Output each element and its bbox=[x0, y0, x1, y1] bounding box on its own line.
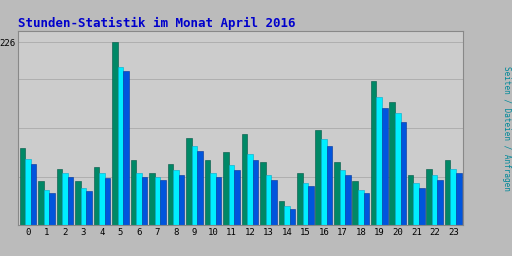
Bar bbox=[266, 175, 271, 225]
Bar bbox=[390, 102, 395, 225]
Bar bbox=[210, 173, 216, 225]
Bar bbox=[358, 190, 364, 225]
Bar bbox=[31, 164, 36, 225]
Bar bbox=[173, 170, 179, 225]
Bar bbox=[327, 146, 332, 225]
Bar bbox=[376, 97, 382, 225]
Bar bbox=[142, 177, 147, 225]
Bar bbox=[112, 42, 118, 225]
Bar bbox=[216, 177, 221, 225]
Bar bbox=[155, 177, 160, 225]
Bar bbox=[432, 175, 437, 225]
Bar bbox=[136, 173, 142, 225]
Bar bbox=[99, 173, 105, 225]
Bar bbox=[105, 178, 110, 225]
Bar bbox=[252, 161, 258, 225]
Bar bbox=[75, 181, 81, 225]
Bar bbox=[456, 173, 461, 225]
Bar bbox=[131, 161, 136, 225]
Bar bbox=[25, 159, 31, 225]
Bar bbox=[57, 168, 62, 225]
Bar bbox=[284, 206, 290, 225]
Bar bbox=[419, 188, 424, 225]
Bar bbox=[445, 161, 451, 225]
Bar bbox=[44, 190, 49, 225]
Bar bbox=[38, 181, 44, 225]
Bar bbox=[191, 146, 197, 225]
Bar bbox=[94, 167, 99, 225]
Bar bbox=[179, 175, 184, 225]
Bar bbox=[352, 181, 358, 225]
Bar bbox=[123, 71, 129, 225]
Bar bbox=[437, 180, 443, 225]
Bar bbox=[408, 175, 414, 225]
Bar bbox=[334, 162, 339, 225]
Bar bbox=[234, 170, 240, 225]
Bar bbox=[382, 108, 388, 225]
Bar bbox=[229, 165, 234, 225]
Bar bbox=[426, 168, 432, 225]
Bar bbox=[247, 154, 252, 225]
Bar bbox=[223, 152, 229, 225]
Bar bbox=[68, 177, 73, 225]
Bar bbox=[271, 180, 276, 225]
Bar bbox=[339, 170, 345, 225]
Bar bbox=[279, 201, 284, 225]
Bar bbox=[242, 134, 247, 225]
Bar bbox=[451, 168, 456, 225]
Bar bbox=[290, 209, 295, 225]
Bar bbox=[197, 151, 203, 225]
Bar bbox=[160, 180, 166, 225]
Text: Stunden-Statistik im Monat April 2016: Stunden-Statistik im Monat April 2016 bbox=[18, 16, 295, 29]
Bar bbox=[167, 164, 173, 225]
Bar bbox=[186, 138, 191, 225]
Bar bbox=[118, 67, 123, 225]
Text: Seiten / Dateien / Anfragen: Seiten / Dateien / Anfragen bbox=[502, 66, 511, 190]
Bar bbox=[308, 186, 314, 225]
Bar bbox=[62, 173, 68, 225]
Bar bbox=[321, 139, 327, 225]
Bar bbox=[345, 175, 351, 225]
Bar bbox=[364, 193, 369, 225]
Bar bbox=[87, 191, 92, 225]
Bar bbox=[414, 183, 419, 225]
Bar bbox=[49, 193, 55, 225]
Bar bbox=[81, 188, 87, 225]
Bar bbox=[260, 162, 266, 225]
Bar bbox=[371, 81, 376, 225]
Bar bbox=[297, 173, 303, 225]
Bar bbox=[303, 183, 308, 225]
Bar bbox=[315, 130, 321, 225]
Bar bbox=[20, 148, 25, 225]
Bar bbox=[205, 161, 210, 225]
Bar bbox=[400, 122, 406, 225]
Bar bbox=[149, 173, 155, 225]
Bar bbox=[395, 113, 400, 225]
